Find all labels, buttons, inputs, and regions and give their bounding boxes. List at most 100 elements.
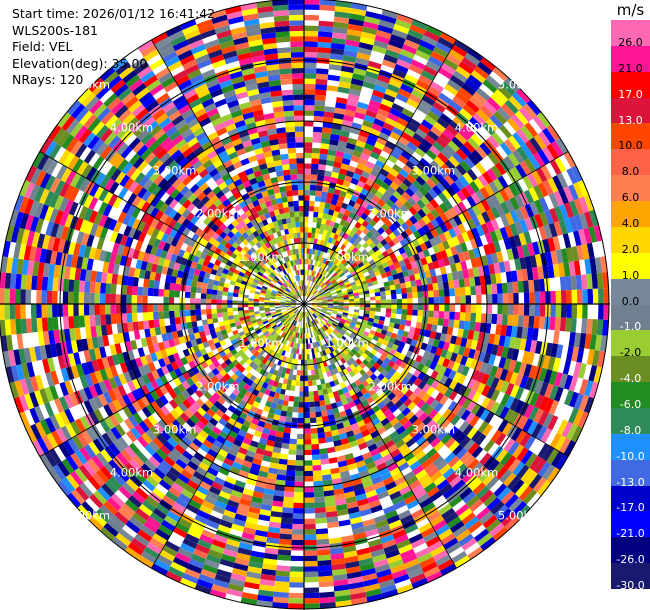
velocity-gate [332,295,338,298]
velocity-gate [410,321,417,328]
velocity-gate [283,290,289,295]
velocity-gate [448,319,455,328]
velocity-gate [258,239,265,247]
velocity-gate [285,233,291,240]
velocity-gate [344,271,351,277]
velocity-gate [311,314,315,320]
velocity-gate [337,224,344,231]
velocity-gate [293,309,299,313]
velocity-gate [313,211,319,218]
velocity-gate [326,294,333,298]
velocity-gate [307,264,311,270]
velocity-gate [285,299,292,302]
velocity-gate [309,190,316,196]
velocity-gate [241,264,249,271]
velocity-gate [281,251,286,258]
velocity-gate [309,406,316,413]
velocity-gate [292,89,304,95]
velocity-gate [378,319,385,326]
velocity-gate [304,248,307,254]
velocity-gate [282,245,287,252]
velocity-gate [384,285,391,292]
velocity-gate [291,307,297,311]
velocity-gate [285,328,290,334]
velocity-gate [200,304,206,310]
velocity-gate [222,312,229,317]
velocity-gate [501,314,508,326]
velocity-gate [209,257,217,265]
velocity-gate [295,281,299,287]
velocity-gate [357,252,364,259]
velocity-gate [349,334,356,340]
velocity-gate [354,221,362,229]
velocity-gate [373,238,381,246]
velocity-gate [401,309,408,315]
velocity-gate [232,296,239,301]
velocity-gate [289,283,294,289]
velocity-gate [300,269,303,275]
velocity-gate [315,517,328,524]
velocity-gate [300,290,303,297]
velocity-gate [223,365,232,374]
velocity-gate [331,344,337,351]
velocity-gate [256,263,263,269]
velocity-gate [252,259,259,266]
velocity-gate [476,294,482,304]
velocity-gate [298,402,304,408]
velocity-gate [348,311,354,315]
velocity-gate [281,367,287,374]
velocity-gate [337,311,343,315]
velocity-gate [362,234,370,243]
velocity-gate [294,115,304,122]
velocity-gate [331,311,338,315]
velocity-gate [390,268,398,276]
velocity-gate [272,270,278,276]
velocity-gate [266,325,272,331]
velocity-gate [292,513,304,519]
velocity-gate [235,324,243,330]
velocity-gate [246,267,253,274]
velocity-gate [219,261,226,269]
velocity-gate [325,219,332,226]
velocity-gate [295,465,304,472]
velocity-gate [348,324,355,330]
velocity-gate [311,314,316,320]
velocity-gate [314,233,319,240]
velocity-gate [207,278,215,285]
velocity-gate [284,351,289,358]
velocity-gate [278,315,284,320]
velocity-gate [374,291,381,297]
velocity-gate [341,316,347,321]
velocity-gate [285,302,291,304]
velocity-gate [326,347,332,354]
velocity-gate [329,220,336,228]
velocity-gate [377,278,384,285]
velocity-gate [360,322,368,328]
velocity-gate [310,427,318,434]
velocity-gate [325,312,332,316]
velocity-gate [297,264,301,270]
velocity-gate [296,310,300,316]
velocity-gate [229,280,236,286]
velocity-gate [243,306,249,311]
velocity-gate [256,283,263,288]
velocity-gate [221,246,229,254]
velocity-gate [280,308,287,312]
velocity-gate [253,278,260,284]
velocity-gate [402,298,408,304]
velocity-gate [270,330,276,336]
velocity-gate [292,83,304,90]
velocity-gate [260,276,267,282]
velocity-gate [298,316,301,322]
velocity-gate [286,411,293,418]
velocity-gate [240,352,247,360]
velocity-gate [299,221,304,228]
velocity-gate [345,228,352,236]
velocity-gate [299,343,302,350]
velocity-gate [330,278,337,284]
velocity-gate [475,313,482,323]
velocity-gate [358,291,365,296]
velocity-gate [315,255,320,262]
velocity-gate [305,311,307,318]
velocity-gate [304,518,316,525]
